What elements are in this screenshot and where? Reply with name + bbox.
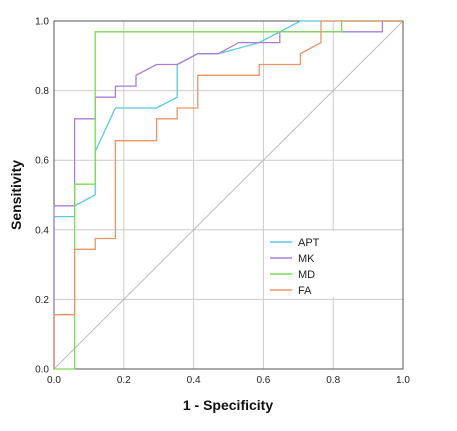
x-tick-label: 0.2 bbox=[117, 375, 131, 386]
grid-lines bbox=[54, 21, 403, 369]
y-tick-label: 0.2 bbox=[35, 295, 49, 306]
y-tick-label: 0.0 bbox=[35, 365, 49, 376]
series-line-fa bbox=[53, 20, 403, 369]
legend-label-mk: MK bbox=[298, 253, 315, 265]
y-tick-labels: 0.0 0.2 0.4 0.6 0.8 1.0 bbox=[35, 17, 49, 376]
plot-frame bbox=[53, 20, 404, 370]
x-tick-label: 1.0 bbox=[396, 375, 410, 386]
legend-label-apt: APT bbox=[298, 237, 320, 249]
y-tick-label: 0.4 bbox=[35, 225, 49, 236]
x-tick-labels: 0.0 0.2 0.4 0.6 0.8 1.0 bbox=[47, 375, 410, 386]
x-tick-label: 0.4 bbox=[187, 375, 201, 386]
y-axis-title: Sensitivity bbox=[8, 160, 24, 230]
x-tick-label: 0.8 bbox=[326, 375, 340, 386]
series-layer bbox=[53, 20, 403, 370]
legend: APT MK MD FA bbox=[266, 231, 336, 297]
y-tick-label: 1.0 bbox=[35, 17, 49, 28]
x-axis-title: 1 - Specificity bbox=[183, 397, 273, 413]
legend-label-md: MD bbox=[298, 269, 315, 281]
diagonal-reference-line bbox=[53, 20, 404, 370]
x-tick-label: 0.6 bbox=[256, 375, 270, 386]
y-tick-label: 0.8 bbox=[35, 86, 49, 97]
legend-label-fa: FA bbox=[298, 285, 312, 297]
y-tick-label: 0.6 bbox=[35, 156, 49, 167]
series-line-md bbox=[54, 20, 403, 370]
x-tick-label: 0.0 bbox=[47, 375, 61, 386]
